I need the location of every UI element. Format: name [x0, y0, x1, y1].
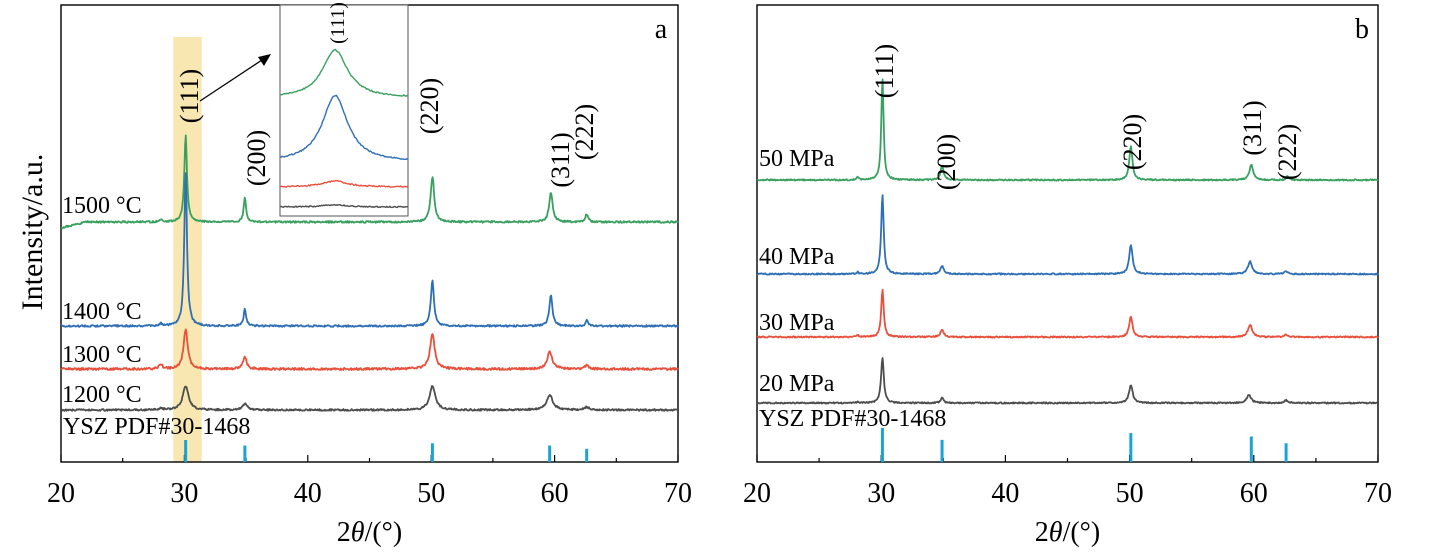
panel-label: a	[655, 14, 668, 45]
x-tick-label: 50	[417, 478, 445, 509]
x-axis-label: 2θ/(°)	[337, 517, 402, 548]
x-tick-label: 40	[294, 478, 322, 509]
peak-label: (200)	[932, 134, 961, 190]
inset-series-line	[279, 48, 409, 98]
series-line	[60, 172, 679, 328]
series-line	[756, 288, 1379, 339]
series-label: 1500 °C	[62, 193, 142, 219]
peak-label: (200)	[242, 130, 271, 186]
inset-series-line	[279, 203, 408, 209]
series-label: 50 MPa	[759, 146, 835, 172]
x-tick-label: 60	[541, 478, 569, 509]
x-tick-label: 20	[743, 478, 771, 509]
series-line	[756, 194, 1379, 276]
panel-a: 20 30 40 50 60 70 2θ/(°) a YSZ PDF#30-1468 1500 °…	[47, 2, 692, 548]
x-tick-label: 70	[664, 478, 692, 509]
peak-label: (311)	[546, 132, 575, 187]
series-line	[60, 328, 679, 372]
series-line	[60, 134, 679, 230]
peak-label: (220)	[415, 78, 444, 134]
series-label: 1300 °C	[62, 342, 142, 368]
reference-label: YSZ PDF#30-1468	[759, 406, 946, 432]
peak-label: (111)	[175, 69, 204, 123]
x-tick-label: 20	[47, 478, 75, 509]
y-axis-label: Intensity/a.u.	[16, 154, 49, 311]
x-tick-label: 50	[1116, 478, 1144, 509]
panel-b: 20 30 40 50 60 70 2θ/(°) b YSZ PDF#30-1468 50 MPa…	[743, 4, 1392, 548]
x-axis-label: 2θ/(°)	[1035, 517, 1100, 548]
series-label: 1400 °C	[62, 299, 142, 325]
peak-label: (111)	[870, 44, 899, 98]
peak-label: (311)	[1238, 100, 1267, 155]
series-line	[756, 78, 1379, 182]
series-label: 40 MPa	[759, 244, 835, 270]
x-tick-label: 30	[170, 478, 198, 509]
series-line	[756, 357, 1379, 405]
inset-peak-label: (111)	[327, 2, 349, 44]
series-label: 1200 °C	[62, 382, 142, 408]
series-label: 30 MPa	[759, 310, 835, 336]
x-tick-label: 70	[1364, 478, 1392, 509]
inset-arrow	[199, 59, 263, 102]
peak-label: (220)	[1118, 114, 1147, 170]
peak-label: (222)	[1273, 124, 1302, 180]
series-label: 20 MPa	[759, 371, 835, 397]
reference-label: YSZ PDF#30-1468	[63, 414, 250, 440]
x-tick-label: 40	[991, 478, 1019, 509]
panel-label: b	[1355, 14, 1369, 45]
inset-series-line	[279, 179, 409, 188]
x-tick-label: 30	[867, 478, 895, 509]
peak-label: (222)	[570, 104, 599, 160]
inset-frame	[279, 4, 409, 217]
inset-series-line	[279, 94, 409, 161]
inset-arrow-head	[258, 54, 271, 66]
x-tick-label: 60	[1240, 478, 1268, 509]
plot-frame	[756, 4, 1379, 463]
series-line	[60, 385, 679, 412]
